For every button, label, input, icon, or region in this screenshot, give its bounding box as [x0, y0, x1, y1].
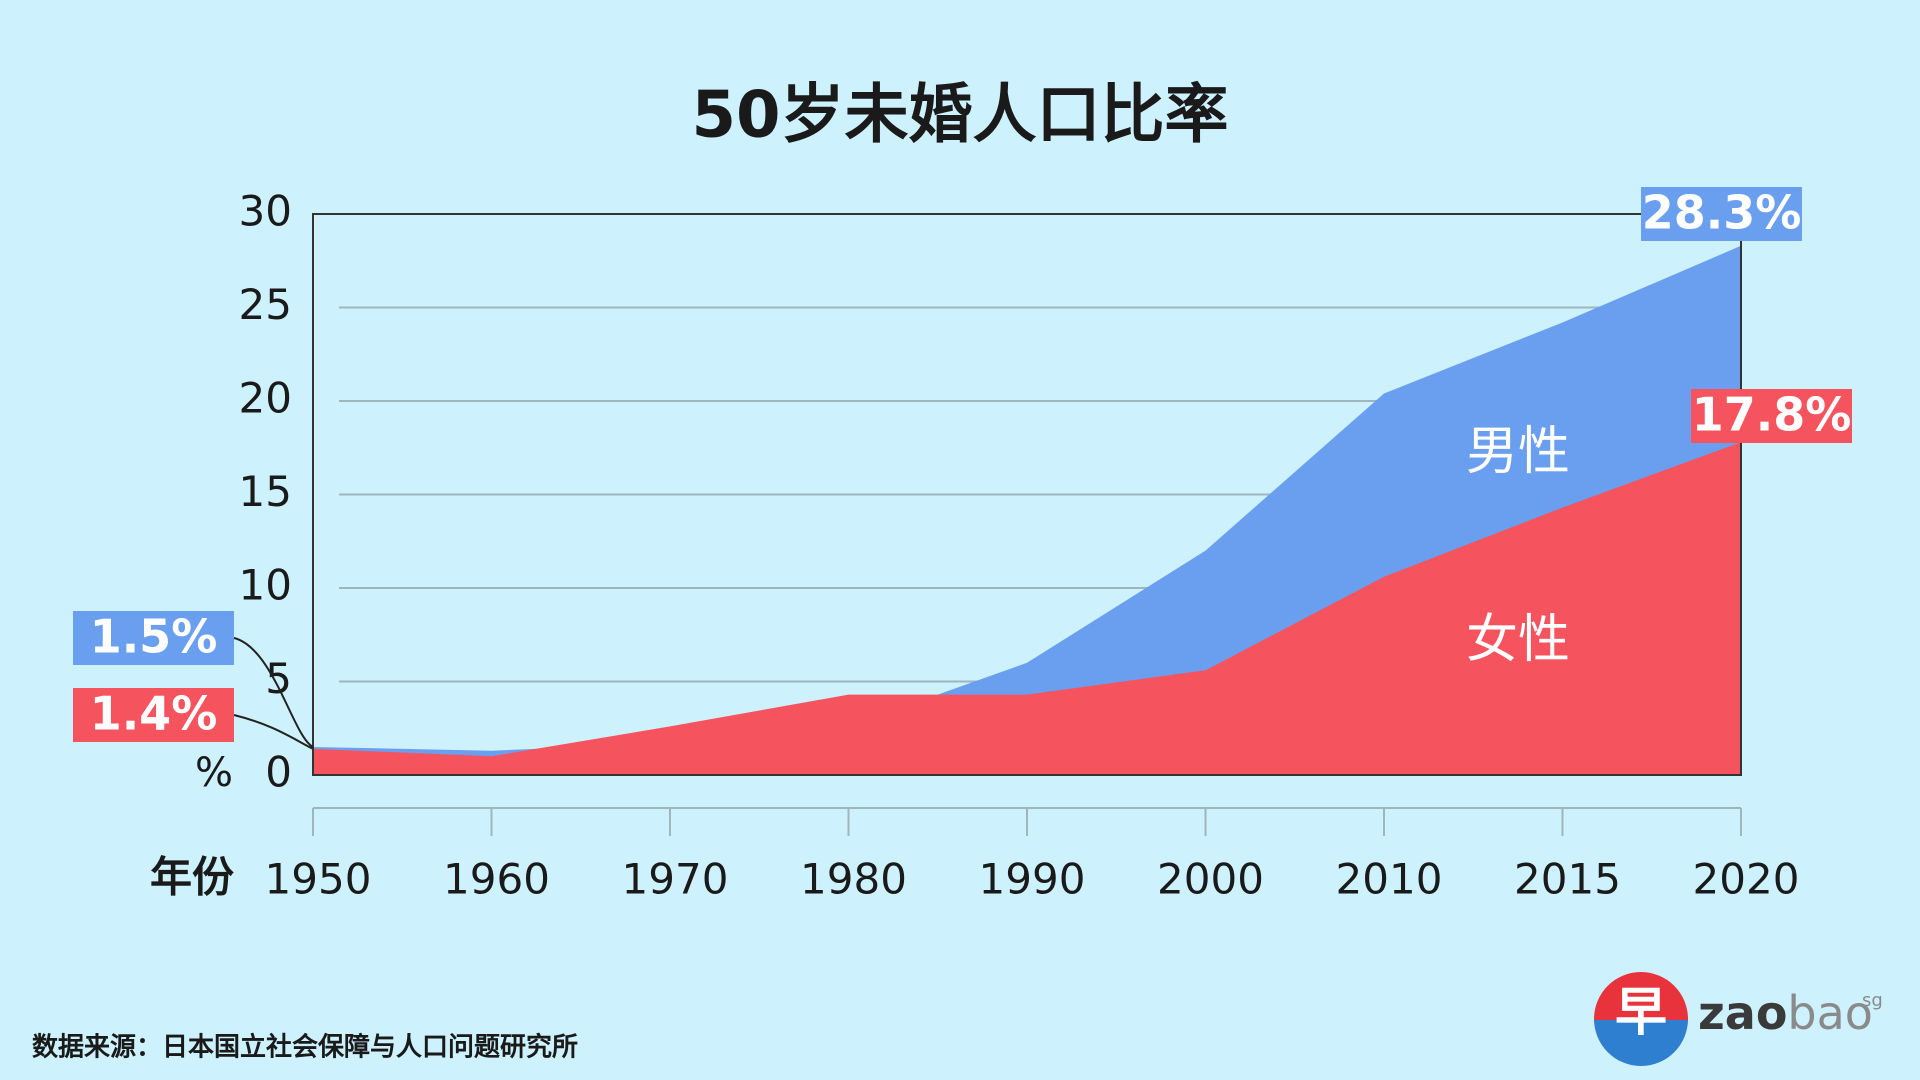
area — [313, 442, 1741, 775]
value-label-box — [73, 688, 234, 742]
source: 数据来源：日本国立社会保障与人口问题研究所 — [32, 1032, 578, 1063]
logo-mark: 早 — [1615, 983, 1667, 1043]
y-tick-label: 25 — [239, 280, 292, 329]
y-tick-label: 5 — [265, 654, 292, 703]
x-tick-label: 2015 — [1514, 855, 1621, 904]
y-tick-label: 20 — [239, 374, 292, 423]
x-tick-label: 1990 — [979, 855, 1086, 904]
x-tick-label: 1960 — [443, 855, 550, 904]
x-tick-label: 1980 — [800, 855, 907, 904]
y-axis-label: % — [195, 750, 233, 796]
value-label: 28.3% — [1642, 186, 1802, 240]
value-label: 1.4% — [90, 687, 218, 741]
series-label: 女性 — [1466, 610, 1570, 670]
x-tick-label: 1950 — [265, 855, 372, 904]
x-axis-label: 年份 — [150, 853, 234, 902]
y-tick-label: 15 — [239, 467, 292, 516]
y-tick-label: 0 — [265, 748, 292, 797]
series-label: 男性 — [1466, 422, 1570, 482]
logo-light: bao — [1787, 986, 1873, 1040]
logo-text: zaobao — [1698, 986, 1873, 1040]
value-label: 1.5% — [90, 610, 218, 664]
value-label-box — [73, 611, 234, 665]
x-tick-label: 2000 — [1157, 855, 1264, 904]
logo-bold: zao — [1698, 986, 1787, 1040]
y-tick-label: 10 — [239, 561, 292, 610]
logo-superscript: sg — [1862, 990, 1883, 1011]
plot-frame — [312, 213, 1742, 776]
label-connector — [233, 714, 314, 750]
x-tick-label: 1970 — [622, 855, 729, 904]
x-tick-label: 2010 — [1336, 855, 1443, 904]
value-label-box — [1641, 187, 1802, 241]
chart-title: 50岁未婚人口比率 — [691, 79, 1228, 153]
value-label: 17.8% — [1692, 388, 1852, 442]
x-tick-label: 2020 — [1693, 855, 1800, 904]
value-label-box — [1691, 389, 1852, 443]
label-connector — [233, 637, 314, 748]
y-tick-label: 30 — [239, 187, 292, 236]
